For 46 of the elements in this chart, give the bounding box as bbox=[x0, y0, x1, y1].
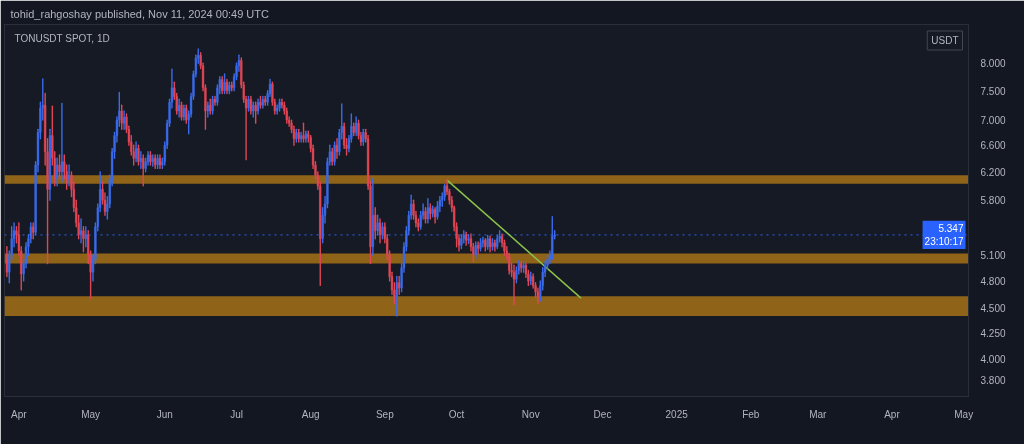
candlestick bbox=[335, 138, 339, 159]
y-tick-label: 4.250 bbox=[980, 327, 1006, 339]
y-axis-title: USDT bbox=[931, 35, 959, 46]
candlestick bbox=[398, 275, 401, 296]
candlestick bbox=[477, 241, 480, 255]
x-tick-label: Oct bbox=[448, 408, 465, 420]
candlestick bbox=[551, 216, 554, 260]
candlestick bbox=[142, 154, 145, 187]
candlestick bbox=[395, 275, 398, 317]
x-tick-label: Nov bbox=[521, 408, 540, 420]
x-tick-label: Dec bbox=[593, 408, 612, 420]
x-tick-label: Apr bbox=[884, 408, 901, 420]
y-tick-label: 6.200 bbox=[980, 166, 1006, 178]
y-tick-label: 4.000 bbox=[980, 353, 1006, 365]
x-tick-label: Mar bbox=[809, 408, 828, 420]
ref-line-label: 5.347 23:10:17 bbox=[924, 222, 964, 248]
candlestick bbox=[278, 98, 281, 112]
candlestick bbox=[5, 246, 8, 278]
x-tick-label: Jun bbox=[156, 408, 173, 420]
y-tick-label: 6.600 bbox=[980, 140, 1006, 152]
candlestick bbox=[378, 218, 382, 244]
x-tick-label: Sep bbox=[375, 408, 395, 420]
text: TONUSDT SPOT, 1D bbox=[14, 33, 110, 44]
y-tick-label: 8.000 bbox=[980, 58, 1006, 70]
y-tick-label: 5.800 bbox=[980, 195, 1006, 207]
candlestick bbox=[213, 95, 217, 106]
candlestick bbox=[479, 237, 482, 252]
y-tick-label: 4.800 bbox=[980, 275, 1006, 287]
y-tick-label: 4.500 bbox=[980, 303, 1006, 315]
x-tick-label: Apr bbox=[11, 408, 28, 420]
y-tick-label: 5.100 bbox=[980, 250, 1006, 262]
x-tick-label: Feb bbox=[742, 408, 760, 420]
candlestick bbox=[381, 222, 384, 240]
y-tick-label: 3.800 bbox=[980, 375, 1006, 387]
x-tick-label: Jul bbox=[230, 408, 243, 420]
y-tick-label: 7.000 bbox=[980, 115, 1006, 127]
x-tick-label: 2025 bbox=[665, 408, 689, 420]
candlestick bbox=[60, 102, 64, 183]
y-tick-label: 7.500 bbox=[980, 85, 1006, 97]
x-tick-label: May bbox=[81, 408, 101, 420]
x-tick-label: May bbox=[954, 408, 974, 420]
candlestick bbox=[481, 236, 485, 248]
text: tohid_rahgoshay published, Nov 11, 2024 00:49 UTC bbox=[10, 7, 270, 20]
candlestick bbox=[134, 141, 138, 163]
x-tick-label: Aug bbox=[301, 408, 320, 420]
candlestick bbox=[137, 144, 140, 166]
